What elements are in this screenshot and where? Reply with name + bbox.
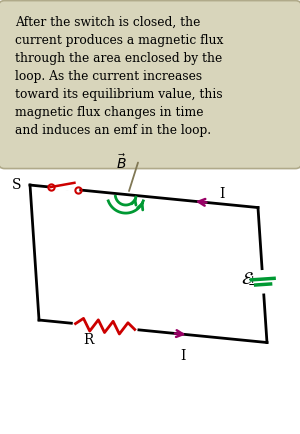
Text: I: I	[219, 187, 225, 201]
Text: S: S	[12, 178, 21, 192]
Text: $\mathcal{E}$: $\mathcal{E}$	[241, 270, 253, 289]
Text: R: R	[83, 332, 94, 346]
Text: I: I	[181, 349, 186, 363]
Text: $\vec{B}$: $\vec{B}$	[116, 153, 127, 172]
FancyBboxPatch shape	[0, 0, 300, 168]
Text: −: −	[248, 279, 259, 292]
Text: After the switch is closed, the
current produces a magnetic flux
through the are: After the switch is closed, the current …	[15, 16, 223, 137]
Text: +: +	[248, 275, 257, 285]
